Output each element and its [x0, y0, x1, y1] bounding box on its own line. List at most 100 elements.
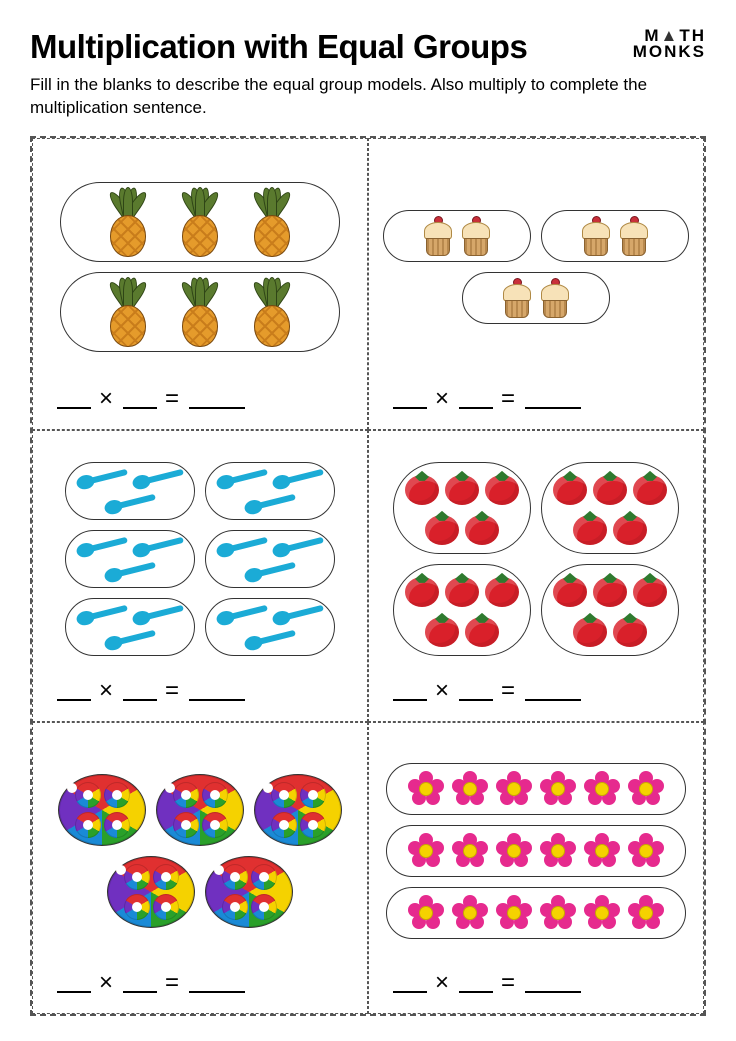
multiplication-equation: ×=: [43, 673, 357, 709]
group-pill: [383, 210, 531, 262]
tomato-icon: [613, 511, 647, 545]
beachball-icon: [222, 894, 248, 920]
group-pill: [393, 462, 531, 554]
group-pill: [60, 182, 340, 262]
problem-cell: ×=: [32, 430, 368, 722]
equals-symbol: =: [165, 385, 181, 413]
beachball-icon: [153, 864, 179, 890]
group-pill: [386, 887, 686, 939]
flower-icon: [496, 895, 532, 931]
groups-container: [43, 445, 357, 673]
flower-icon: [540, 771, 576, 807]
beachball-icon: [104, 782, 130, 808]
flower-icon: [408, 895, 444, 931]
beachball-icon: [202, 782, 228, 808]
worksheet-header: Multiplication with Equal Groups M▲TH MO…: [30, 28, 706, 66]
group-pill: [386, 763, 686, 815]
beachball-icon: [104, 812, 130, 838]
group-pill: [65, 530, 195, 588]
problem-cell: ×=: [368, 138, 704, 430]
tomato-icon: [633, 471, 667, 505]
spoon-icon: [271, 599, 326, 629]
beachball-icon: [124, 894, 150, 920]
group-pill: [156, 774, 244, 846]
tomato-icon: [573, 511, 607, 545]
blank-input[interactable]: [189, 991, 245, 993]
cupcake-icon: [579, 216, 613, 256]
blank-input[interactable]: [525, 991, 581, 993]
pineapple-icon: [242, 277, 302, 347]
spoon-icon: [103, 624, 158, 654]
blank-input[interactable]: [393, 407, 427, 409]
blank-input[interactable]: [459, 699, 493, 701]
spoon-icon: [243, 488, 298, 518]
groups-container: [43, 737, 357, 965]
tomato-icon: [613, 613, 647, 647]
groups-container: [379, 153, 693, 381]
group-pill: [541, 462, 679, 554]
problem-cell: ×=: [32, 138, 368, 430]
blank-input[interactable]: [189, 699, 245, 701]
equals-symbol: =: [501, 677, 517, 705]
blank-input[interactable]: [123, 699, 157, 701]
blank-input[interactable]: [57, 991, 91, 993]
logo-part: MONKS: [633, 44, 706, 60]
tomato-icon: [445, 573, 479, 607]
spoon-icon: [215, 463, 270, 493]
beachball-icon: [173, 782, 199, 808]
blank-input[interactable]: [57, 699, 91, 701]
blank-input[interactable]: [393, 991, 427, 993]
beachball-icon: [153, 894, 179, 920]
group-pill: [541, 210, 689, 262]
multiplication-equation: ×=: [379, 381, 693, 417]
blank-input[interactable]: [123, 407, 157, 409]
flower-icon: [628, 771, 664, 807]
equals-symbol: =: [501, 385, 517, 413]
times-symbol: ×: [435, 969, 451, 997]
tomato-icon: [573, 613, 607, 647]
group-pill: [65, 598, 195, 656]
blank-input[interactable]: [459, 407, 493, 409]
beachball-icon: [173, 812, 199, 838]
spoon-icon: [131, 531, 186, 561]
tomato-icon: [465, 613, 499, 647]
tomato-icon: [465, 511, 499, 545]
flower-icon: [452, 895, 488, 931]
tomato-icon: [593, 471, 627, 505]
multiplication-equation: ×=: [43, 965, 357, 1001]
times-symbol: ×: [99, 969, 115, 997]
groups-container: [43, 153, 357, 381]
equals-symbol: =: [165, 969, 181, 997]
tomato-icon: [425, 613, 459, 647]
flower-icon: [628, 895, 664, 931]
tomato-icon: [485, 471, 519, 505]
group-pill: [107, 856, 195, 928]
blank-input[interactable]: [525, 407, 581, 409]
times-symbol: ×: [99, 677, 115, 705]
pineapple-icon: [170, 277, 230, 347]
times-symbol: ×: [435, 677, 451, 705]
blank-input[interactable]: [525, 699, 581, 701]
spoon-icon: [271, 531, 326, 561]
beachball-icon: [75, 812, 101, 838]
pineapple-icon: [98, 277, 158, 347]
beachball-icon: [251, 894, 277, 920]
tomato-icon: [553, 471, 587, 505]
spoon-icon: [75, 463, 130, 493]
blank-input[interactable]: [123, 991, 157, 993]
equals-symbol: =: [165, 677, 181, 705]
cupcake-icon: [421, 216, 455, 256]
beachball-icon: [222, 864, 248, 890]
blank-input[interactable]: [393, 699, 427, 701]
blank-input[interactable]: [459, 991, 493, 993]
blank-input[interactable]: [189, 407, 245, 409]
spoon-icon: [103, 556, 158, 586]
group-pill: [393, 564, 531, 656]
groups-container: [379, 445, 693, 673]
flower-icon: [408, 771, 444, 807]
beachball-icon: [251, 864, 277, 890]
flower-icon: [496, 771, 532, 807]
flower-icon: [452, 771, 488, 807]
problem-cell: ×=: [32, 722, 368, 1014]
blank-input[interactable]: [57, 407, 91, 409]
